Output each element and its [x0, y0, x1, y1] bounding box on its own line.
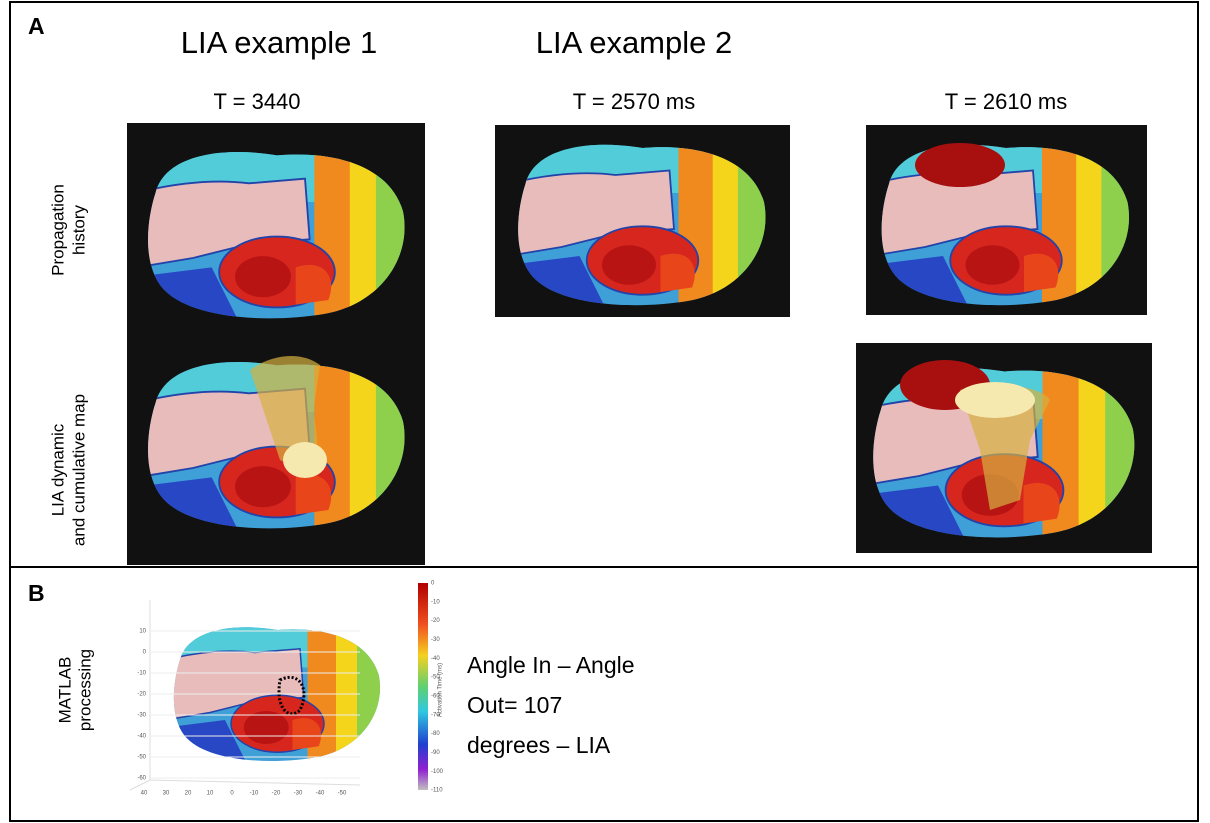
x-tick-label: -20 [272, 791, 281, 797]
colorbar-tick-label: -40 [431, 656, 440, 662]
colorbar-tick-label: -70 [431, 712, 440, 718]
colorbar-tick-label: -110 [431, 788, 443, 794]
map-image [866, 125, 1147, 315]
row-label: history [69, 204, 88, 255]
map-image [495, 125, 790, 317]
colorbar-tick-label: -60 [431, 693, 440, 699]
row-label: and cumulative map [69, 394, 88, 546]
matlab-plot: Activation Time (ms) 100-10-20-30-40-50-… [110, 572, 455, 800]
x-tick-label: 10 [207, 791, 214, 797]
page: {"panel_a": {"label": "A", "columns": ["… [0, 0, 1210, 823]
colorbar-tick-label: -20 [431, 618, 440, 624]
panel-label: B [28, 580, 45, 606]
time-label: T = 2610 ms [945, 89, 1068, 114]
column-title: LIA example 2 [536, 25, 732, 60]
x-tick-label: -30 [294, 791, 303, 797]
time-label: T = 3440 [213, 89, 300, 114]
colorbar-label: Activation Time (ms) [438, 663, 444, 717]
y-tick-label: 10 [139, 629, 146, 635]
row-label: MATLAB [55, 657, 74, 724]
result-text: Angle In – Angle [467, 652, 635, 678]
row-label: Propagation [48, 184, 67, 276]
y-tick-label: -30 [137, 713, 146, 719]
map-image [127, 123, 425, 565]
colorbar-tick-label: -100 [431, 769, 444, 775]
column-title: LIA example 1 [181, 25, 377, 60]
x-tick-label: -50 [338, 791, 347, 797]
time-label: T = 2570 ms [573, 89, 696, 114]
colorbar-tick-label: -50 [431, 675, 440, 681]
result-text: degrees – LIA [467, 732, 611, 758]
colorbar-tick-label: -30 [431, 637, 440, 643]
y-tick-label: -10 [137, 671, 146, 677]
result-text: Out= 107 [467, 692, 562, 718]
x-tick-label: 20 [185, 791, 192, 797]
map-image [856, 343, 1153, 553]
figure: A LIA example 1 LIA example 2 T = 3440 T… [0, 0, 1210, 823]
colorbar-tick-label: -10 [431, 599, 440, 605]
y-tick-label: -20 [137, 692, 146, 698]
row-label: LIA dynamic [48, 423, 67, 516]
x-tick-label: -40 [316, 791, 325, 797]
y-tick-label: -60 [137, 776, 146, 782]
y-tick-label: -50 [137, 755, 146, 761]
x-tick-label: 30 [163, 791, 170, 797]
x-tick-label: 40 [141, 791, 148, 797]
x-tick-label: -10 [250, 791, 259, 797]
colorbar-tick-label: -80 [431, 731, 440, 737]
y-tick-label: -40 [137, 734, 146, 740]
colorbar-tick-label: -90 [431, 750, 440, 756]
row-label: processing [75, 649, 94, 731]
panel-label: A [28, 13, 45, 39]
